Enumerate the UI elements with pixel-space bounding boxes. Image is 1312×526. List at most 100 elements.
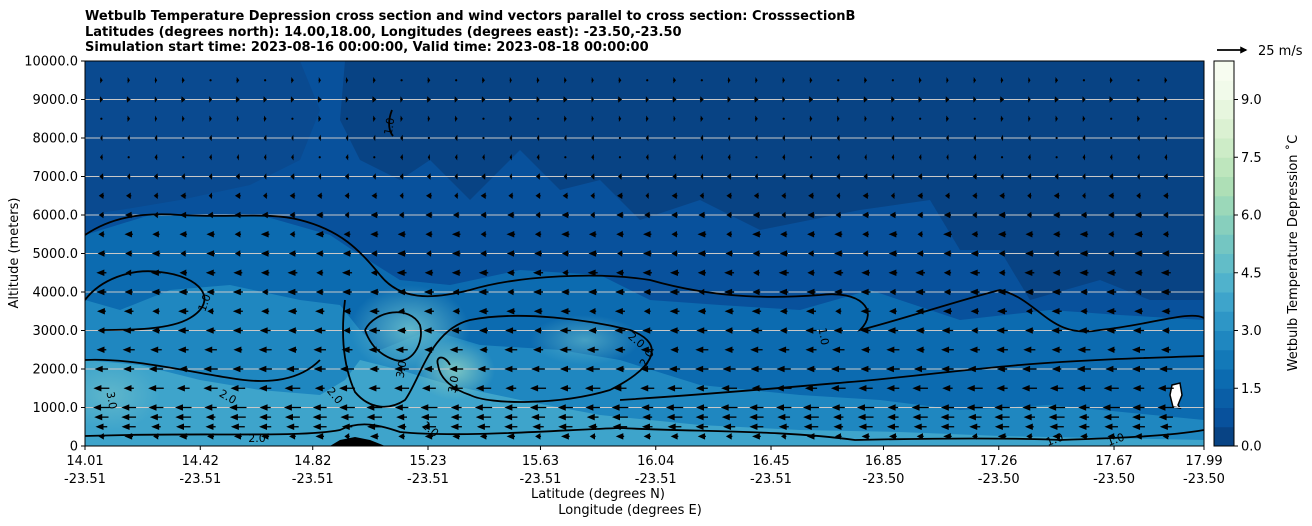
wind-vector-head [591,134,594,142]
wind-vector-head [886,423,895,430]
wind-vector-head [1136,96,1141,103]
wind-vector-head [645,96,649,103]
wind-vector-head [289,231,295,238]
wind-vector-head [395,346,404,353]
y-tick-label: 2000.0 [33,363,79,378]
contour-1c-lower [85,270,206,331]
wind-vector-head [289,433,296,440]
wind-vector-head [287,308,296,315]
wind-vector-head [534,250,542,257]
wind-vector-head [153,433,159,440]
wind-vector-head [96,346,105,353]
wind-vector-head [344,433,350,440]
upper-dry-region [340,61,1204,300]
wind-vector-head [640,385,649,392]
wind-vector-head [421,423,430,430]
wind-vector-head [645,192,649,199]
wind-vector [536,117,540,120]
wind-vector-head [291,77,294,84]
wind-vector-head [153,192,158,199]
wind-vector-head [229,413,238,421]
wind-vector-head [98,192,104,199]
contour-label: 1.0 [382,117,398,136]
wind-vector-head [398,433,405,440]
wind-vector-head [916,433,923,440]
wind-vector-head [98,433,104,440]
wind-vector [809,156,813,159]
wind-vector-head [232,327,241,334]
wind-vector-head [288,327,296,334]
wind-vector-head [561,250,569,257]
wind-vector-head [290,96,295,103]
wind-vector-head [860,346,869,353]
y-tick-label: 1000.0 [33,401,79,416]
wind-vector-head [940,423,949,430]
wind-vector-head [287,346,296,353]
wind-vector-head [750,365,759,373]
wind-vector [482,117,485,120]
wind-vector-head [207,433,214,440]
wind-vector-head [205,327,214,334]
wind-vector-head [700,134,703,142]
wind-vector-head [316,269,323,276]
wind-vector-head [615,288,624,296]
wind-vector-head [1055,115,1058,122]
wind-vector-head [315,231,324,238]
wind-vector-head [283,404,292,411]
wind-vector-head [449,346,458,353]
wind-vector-head [291,134,294,142]
wind-vector-head [97,250,105,257]
colorbar-swatch [1214,369,1234,389]
wind-vector-head [864,154,867,161]
wind-vector-head [672,96,677,103]
wind-vector-head [1026,211,1032,219]
wind-vector-head [154,96,158,103]
wind-vector-head [614,327,623,334]
wind-vector-head [263,192,267,199]
wind-vector-head [427,96,432,103]
wind-vector-head [152,308,159,315]
wind-vector-head [1162,231,1169,238]
wind-vector-head [1107,433,1115,440]
wind-vector-head [533,308,542,315]
wind-vector-head [697,433,706,440]
wind-vector-head [722,365,731,373]
wind-vector-head [1164,77,1168,84]
wind-vector-head [450,404,459,411]
wind-vector-head [398,211,404,219]
wind-vector-head [973,134,976,142]
wind-vector-head [1000,115,1004,122]
wind-vector-head [424,269,433,276]
wind-vector-head [616,211,623,219]
wind-vector-head [423,365,432,373]
x-tick-label-lon: -23.51 [407,472,449,487]
wind-vector-head [911,404,920,411]
wind-vector-head [534,327,542,334]
wind-vector-head [697,269,706,276]
wind-vector-head [339,365,348,373]
wind-vector-head [1158,413,1167,421]
wind-vector-head [972,192,977,199]
wind-vector-head [644,211,650,219]
x-tick-label-lat: 16.04 [637,454,674,469]
contour-2c-right [619,355,1204,401]
contour-2c-left [85,358,321,382]
wind-vector-head [946,77,949,84]
x-axis-label-lat: Latitude (degrees N) [531,487,665,502]
wind-vector-head [754,173,758,180]
wind-vector-head [206,250,215,257]
wind-vector-head [232,365,241,373]
wind-vector-head [943,250,951,257]
wind-vector [264,79,267,82]
wind-vector-head [917,173,922,180]
wind-vector-head [945,96,950,103]
wind-vector-head [263,115,267,122]
wind-vector-head [617,192,623,199]
wind-vector-head [427,115,431,122]
wind-vector-head [260,269,269,276]
wind-vector-head [998,269,1005,276]
wind-vector [373,156,376,159]
wind-vector-head [263,173,267,180]
wind-vector-head [451,250,460,257]
wind-vector-head [726,231,732,238]
